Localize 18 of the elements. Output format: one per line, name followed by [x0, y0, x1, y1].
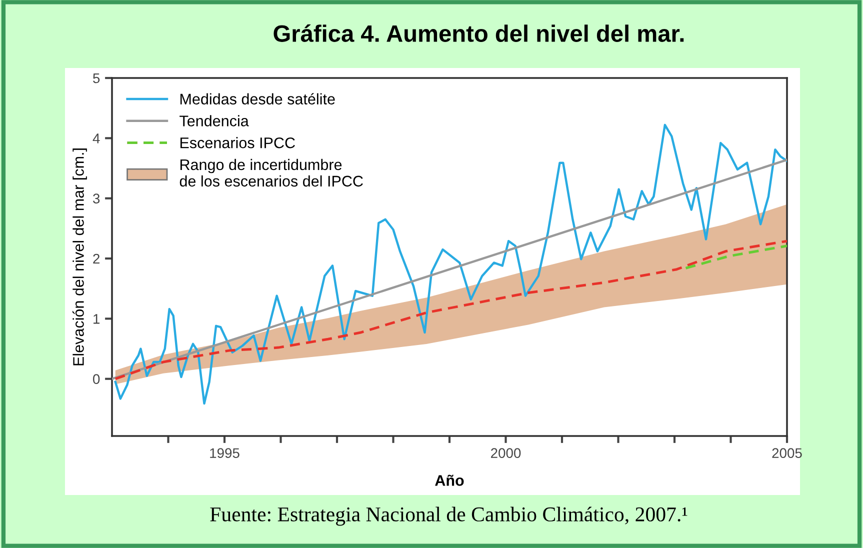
y-axis-title: Elevación del nivel del mar [cm.]: [72, 148, 87, 366]
y-tick-label: 0: [93, 374, 100, 384]
annotation: Rango de incertidumbre de los escenarios del IPCC: [180, 158, 363, 187]
x-tick-label: 1995: [210, 448, 240, 458]
legend-label: Escenarios IPCC: [180, 137, 295, 148]
y-tick-label: 1: [94, 314, 100, 324]
chart-title: Gráfica 4. Aumento del nivel del mar.: [274, 24, 684, 42]
y-tick-label: 4: [92, 134, 100, 144]
line-series: [114, 240, 787, 380]
y-tick-label: 2: [93, 254, 100, 264]
y-tick-label: 3: [93, 194, 100, 204]
x-tick-label: 2005: [772, 448, 802, 458]
legend-label: Tendencia: [180, 115, 249, 126]
x-tick-label: 2000: [491, 448, 521, 458]
source-note: Fuente: Estrategia Nacional de Cambio Climático, 2007.¹: [210, 506, 688, 526]
y-tick-label: 5: [93, 73, 100, 84]
x-axis-title: Año: [435, 474, 464, 486]
legend-label: Medidas desde satélite: [180, 93, 335, 104]
